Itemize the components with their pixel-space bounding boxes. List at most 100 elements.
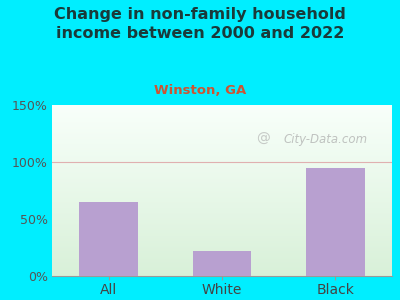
Bar bbox=[52, 138, 392, 139]
Bar bbox=[52, 179, 392, 180]
Bar bbox=[52, 149, 392, 150]
Bar bbox=[52, 183, 392, 184]
Bar bbox=[52, 127, 392, 128]
Bar bbox=[52, 269, 392, 270]
Bar bbox=[52, 251, 392, 252]
Bar bbox=[52, 125, 392, 126]
Bar bbox=[52, 140, 392, 141]
Bar bbox=[52, 194, 392, 195]
Bar bbox=[52, 245, 392, 246]
Bar bbox=[52, 126, 392, 127]
Bar bbox=[52, 198, 392, 199]
Bar bbox=[52, 265, 392, 266]
Bar bbox=[52, 181, 392, 182]
Bar bbox=[52, 237, 392, 238]
Bar bbox=[52, 135, 392, 136]
Bar bbox=[52, 235, 392, 236]
Text: City-Data.com: City-Data.com bbox=[283, 133, 367, 146]
Bar bbox=[52, 238, 392, 239]
Bar bbox=[52, 233, 392, 234]
Bar bbox=[52, 129, 392, 130]
Bar bbox=[52, 214, 392, 215]
Bar bbox=[52, 242, 392, 243]
Bar bbox=[52, 145, 392, 146]
Bar bbox=[52, 209, 392, 210]
Bar bbox=[52, 240, 392, 241]
Bar bbox=[52, 133, 392, 134]
Bar bbox=[52, 205, 392, 206]
Bar bbox=[52, 220, 392, 221]
Bar bbox=[52, 147, 392, 148]
Bar bbox=[52, 207, 392, 208]
Bar bbox=[52, 202, 392, 203]
Bar bbox=[52, 255, 392, 256]
Bar bbox=[52, 159, 392, 160]
Bar bbox=[52, 241, 392, 242]
Bar bbox=[52, 114, 392, 115]
Bar bbox=[52, 109, 392, 110]
Bar bbox=[52, 259, 392, 260]
Bar bbox=[52, 161, 392, 162]
Bar bbox=[52, 222, 392, 223]
Bar bbox=[52, 239, 392, 240]
Bar bbox=[52, 273, 392, 274]
Bar bbox=[79, 202, 138, 276]
Bar bbox=[52, 262, 392, 263]
Bar bbox=[52, 211, 392, 212]
Bar bbox=[52, 213, 392, 214]
Bar bbox=[52, 171, 392, 172]
Bar bbox=[52, 143, 392, 144]
Bar bbox=[52, 124, 392, 125]
Bar bbox=[52, 117, 392, 118]
Bar bbox=[52, 234, 392, 235]
Bar bbox=[52, 275, 392, 276]
Bar bbox=[52, 272, 392, 273]
Bar bbox=[52, 258, 392, 259]
Bar bbox=[52, 137, 392, 138]
Bar bbox=[52, 154, 392, 155]
Bar bbox=[52, 156, 392, 157]
Bar bbox=[52, 270, 392, 271]
Bar bbox=[52, 249, 392, 250]
Bar bbox=[52, 105, 392, 106]
Bar bbox=[52, 176, 392, 177]
Bar bbox=[52, 257, 392, 258]
Bar bbox=[52, 162, 392, 163]
Bar bbox=[52, 200, 392, 201]
Bar bbox=[52, 175, 392, 176]
Bar bbox=[52, 230, 392, 231]
Bar bbox=[52, 190, 392, 191]
Bar bbox=[52, 121, 392, 122]
Bar bbox=[52, 177, 392, 178]
Text: Change in non-family household
income between 2000 and 2022: Change in non-family household income be… bbox=[54, 8, 346, 41]
Bar bbox=[52, 256, 392, 257]
Bar bbox=[52, 227, 392, 228]
Bar bbox=[52, 167, 392, 168]
Bar bbox=[52, 115, 392, 116]
Bar bbox=[52, 195, 392, 196]
Bar bbox=[52, 186, 392, 187]
Bar bbox=[52, 122, 392, 123]
Bar bbox=[52, 184, 392, 185]
Bar bbox=[52, 229, 392, 230]
Bar bbox=[52, 226, 392, 227]
Bar bbox=[52, 134, 392, 135]
Bar bbox=[52, 244, 392, 245]
Bar bbox=[52, 274, 392, 275]
Bar bbox=[52, 150, 392, 151]
Bar bbox=[52, 188, 392, 189]
Bar bbox=[52, 139, 392, 140]
Bar bbox=[52, 263, 392, 264]
Bar bbox=[52, 253, 392, 254]
Bar bbox=[52, 160, 392, 161]
Bar bbox=[52, 170, 392, 171]
Bar bbox=[52, 243, 392, 244]
Bar bbox=[52, 180, 392, 181]
Bar bbox=[52, 236, 392, 237]
Bar bbox=[52, 141, 392, 142]
Bar bbox=[52, 266, 392, 267]
Bar bbox=[192, 251, 252, 276]
Bar bbox=[52, 238, 392, 239]
Bar bbox=[52, 261, 392, 262]
Bar bbox=[52, 116, 392, 117]
